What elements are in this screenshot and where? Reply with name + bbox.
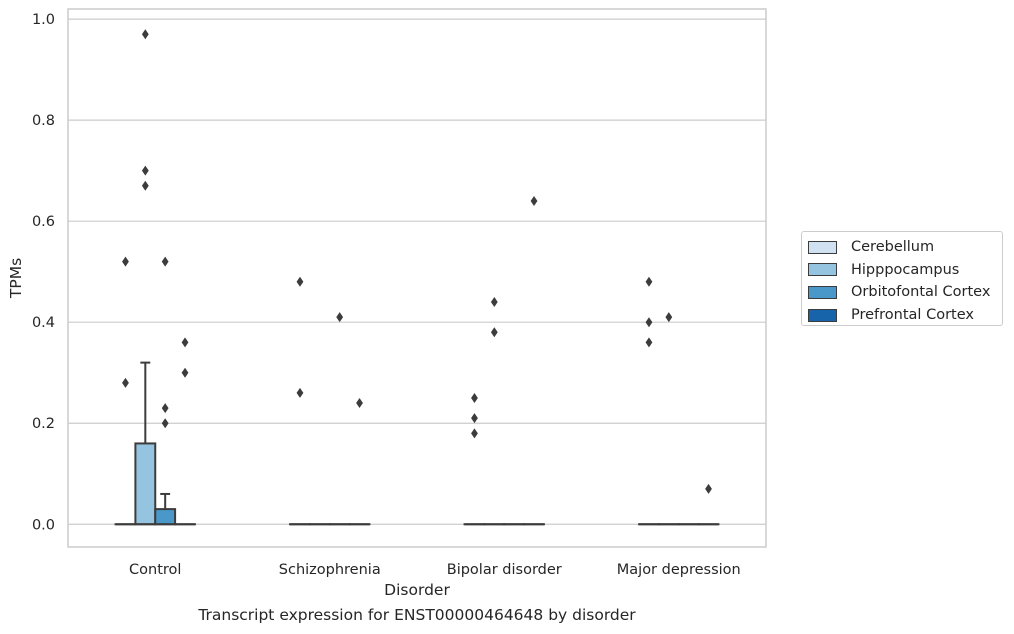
y-tick-label: 0.2 (32, 416, 55, 432)
y-tick-label: 0.0 (32, 517, 55, 533)
outlier-point-cerebellum (296, 276, 304, 287)
outlier-point-hipppocampus (141, 165, 149, 176)
outlier-point-orbitofontal-cortex (161, 256, 169, 267)
legend-label-cerebellum: Cerebellum (851, 239, 935, 256)
outlier-point-prefrontal-cortex (181, 337, 189, 348)
y-tick-label: 0.6 (32, 214, 55, 230)
outlier-point-cerebellum (645, 337, 653, 348)
outlier-point-cerebellum (122, 256, 129, 267)
outlier-point-hipppocampus (490, 296, 498, 307)
outlier-point-hipppocampus (490, 327, 498, 338)
outlier-point-prefrontal-cortex (705, 483, 712, 494)
legend-item-orbitofrontal-cortex: Orbitofontal Cortex (808, 281, 1002, 304)
legend-swatch-prefrontal-cortex (808, 308, 837, 322)
outlier-point-hipppocampus (665, 312, 673, 323)
legend-swatch-cerebellum (808, 240, 837, 254)
chart-caption: Transcript expression for ENST0000046464… (198, 606, 636, 624)
outlier-point-hipppocampus (141, 29, 149, 40)
plot-frame (67, 8, 767, 548)
outlier-point-orbitofontal-cortex (161, 403, 169, 414)
legend-swatch-hippocampus (808, 263, 837, 277)
legend-item-hippocampus: Hipppocampus (808, 259, 1002, 282)
outlier-point-cerebellum (645, 317, 653, 328)
legend-label-hippocampus: Hipppocampus (851, 261, 960, 278)
x-tick-label: Major depression (617, 562, 741, 578)
legend-label-prefrontal-cortex: Prefrontal Cortex (851, 307, 974, 324)
outlier-point-orbitofontal-cortex (336, 312, 344, 323)
box-orbitofontal-cortex (154, 508, 177, 526)
legend-swatch-orbitofrontal-cortex (808, 285, 837, 299)
legend-label-orbitofrontal-cortex: Orbitofontal Cortex (851, 284, 991, 301)
x-tick-label: Bipolar disorder (447, 562, 562, 578)
x-tick-label: Schizophrenia (279, 562, 381, 578)
x-axis-label: Disorder (384, 581, 450, 599)
outlier-point-hipppocampus (141, 180, 149, 191)
outlier-point-orbitofontal-cortex (161, 418, 169, 429)
outlier-point-prefrontal-cortex (356, 398, 363, 409)
outlier-point-cerebellum (645, 276, 653, 287)
outlier-point-cerebellum (471, 392, 478, 403)
outlier-point-cerebellum (122, 377, 129, 388)
y-tick-label: 1.0 (32, 12, 55, 28)
y-axis-label: TPMs (7, 258, 25, 299)
chart-legend: Cerebellum Hipppocampus Orbitofontal Cor… (801, 231, 1003, 326)
outlier-point-prefrontal-cortex (530, 195, 538, 206)
outlier-point-cerebellum (471, 413, 478, 424)
outlier-point-cerebellum (296, 387, 304, 398)
box-hipppocampus (134, 442, 157, 526)
legend-item-cerebellum: Cerebellum (808, 236, 1002, 259)
y-tick-label: 0.8 (32, 113, 55, 129)
x-tick-label: Control (129, 562, 181, 578)
legend-item-prefrontal-cortex: Prefrontal Cortex (808, 304, 1002, 327)
outlier-point-cerebellum (471, 428, 478, 439)
outlier-point-prefrontal-cortex (181, 367, 189, 378)
y-tick-label: 0.4 (32, 315, 55, 331)
